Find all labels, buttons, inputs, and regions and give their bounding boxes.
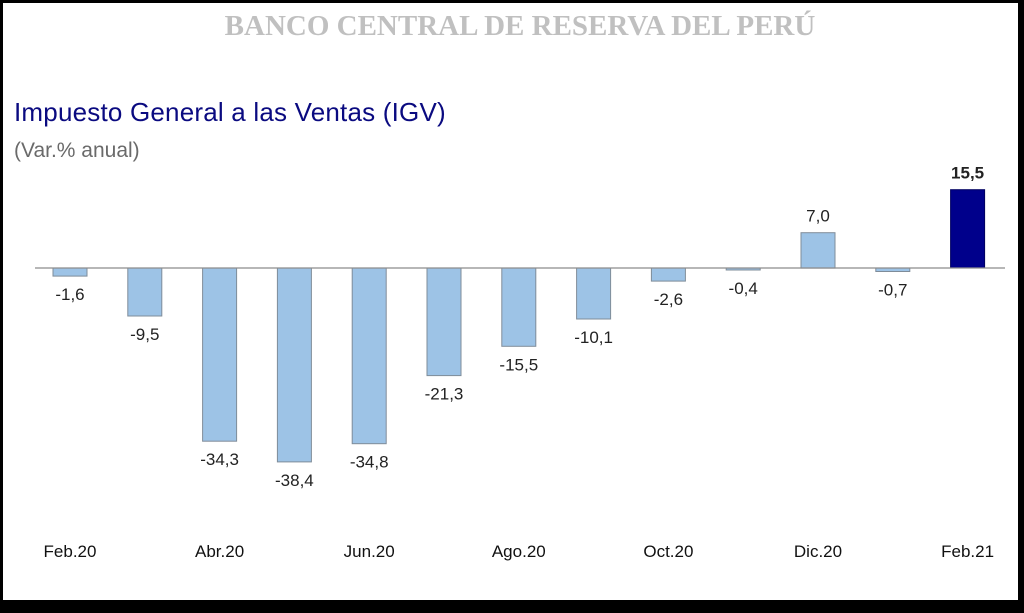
data-label: -0,7 [878, 281, 907, 300]
x-tick-label: Feb.21 [941, 542, 994, 561]
bar-dic-20 [800, 232, 836, 269]
x-tick-label: Ago.20 [492, 542, 546, 561]
bar-feb-21 [950, 189, 986, 269]
data-label: -0,4 [729, 279, 758, 298]
bar-feb-20 [52, 267, 88, 277]
x-tick-label: Oct.20 [643, 542, 693, 561]
data-label: -9,5 [130, 325, 159, 344]
data-label: -1,6 [55, 285, 84, 304]
x-tick-label: Dic.20 [794, 542, 842, 561]
bar-set-20 [576, 267, 612, 320]
data-label: 15,5 [951, 164, 984, 183]
x-tick-label: Feb.20 [44, 542, 97, 561]
data-label: -2,6 [654, 290, 683, 309]
x-tick-label: Jun.20 [344, 542, 395, 561]
bar-may-20 [276, 267, 312, 463]
bar-jun-20 [351, 267, 387, 445]
data-label: 7,0 [806, 207, 830, 226]
chart-title: Impuesto General a las Ventas (IGV) [14, 97, 446, 127]
data-label: -21,3 [425, 385, 464, 404]
bar-ago-20 [501, 267, 537, 347]
organization-header: BANCO CENTRAL DE RESERVA DEL PERÚ [224, 10, 816, 42]
bar-abr-20 [202, 267, 238, 442]
data-label: -34,3 [200, 450, 239, 469]
x-tick-label: Abr.20 [195, 542, 244, 561]
data-label: -15,5 [499, 355, 538, 374]
bar-oct-20 [650, 267, 686, 282]
bar-mar-20 [127, 267, 163, 317]
data-label: -34,8 [350, 453, 389, 472]
bar-jul-20 [426, 267, 462, 377]
data-label: -38,4 [275, 471, 314, 490]
data-label: -10,1 [574, 328, 613, 347]
chart-subtitle: (Var.% anual) [14, 139, 140, 162]
